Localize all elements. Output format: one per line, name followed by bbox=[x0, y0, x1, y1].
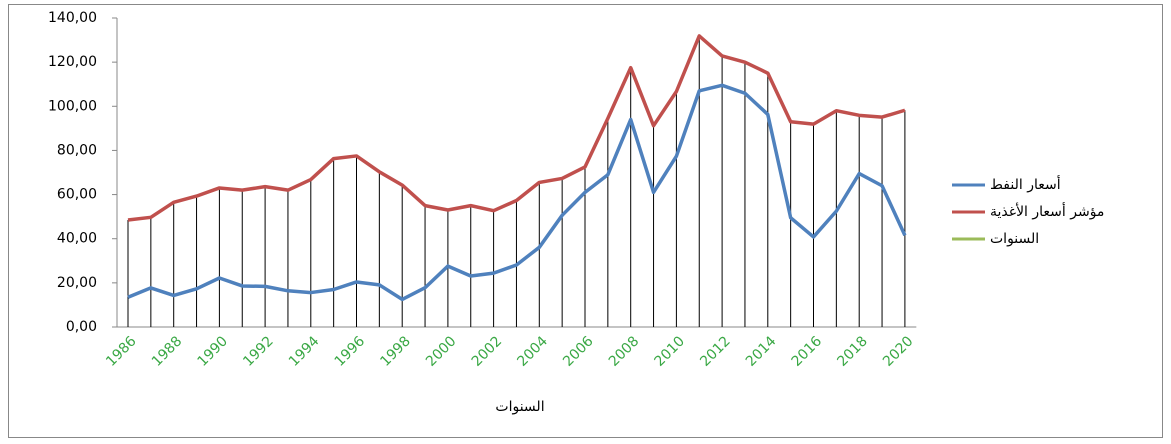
legend-label: أسعار النفط bbox=[990, 175, 1061, 193]
y-tick-label: 0,00 bbox=[66, 319, 97, 335]
legend-label: السنوات bbox=[990, 231, 1039, 247]
y-tick-label: 100,00 bbox=[48, 98, 97, 114]
y-tick-label: 140,00 bbox=[48, 10, 97, 26]
legend-label: مؤشر أسعار الأغذية bbox=[990, 202, 1104, 220]
y-tick-label: 80,00 bbox=[57, 142, 97, 158]
series-line bbox=[127, 83, 907, 302]
y-tick-label: 120,00 bbox=[48, 54, 97, 70]
y-tick-label: 60,00 bbox=[57, 187, 97, 203]
y-tick-label: 40,00 bbox=[57, 231, 97, 247]
y-tick-label: 20,00 bbox=[57, 275, 97, 291]
series-line bbox=[127, 34, 906, 222]
x-axis-title: السنوات bbox=[495, 399, 544, 415]
